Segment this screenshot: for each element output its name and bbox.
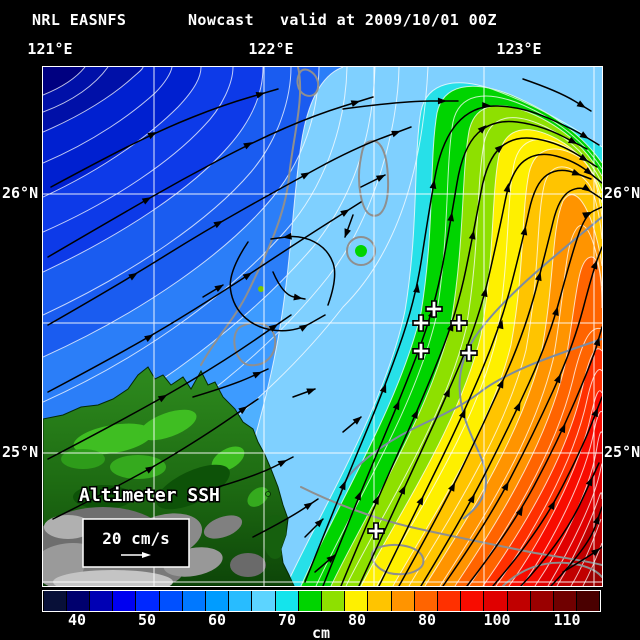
vector-scale-box <box>82 518 190 568</box>
cross-marker <box>367 522 385 540</box>
colorbar-segment <box>298 591 321 611</box>
cross-marker <box>460 344 478 362</box>
colorbar-segment <box>182 591 205 611</box>
scale-arrowhead <box>142 552 151 558</box>
altimeter-ssh-contours-dark <box>340 216 602 520</box>
lon-tick: 121°E <box>27 40 73 58</box>
colorbar-tick-label: 100 <box>483 611 511 629</box>
current-arrowheads <box>128 91 601 564</box>
colorbar-segment <box>368 591 391 611</box>
altimeter-ssh-contours <box>200 67 602 586</box>
colorbar-segment <box>437 591 461 611</box>
field-label: Altimeter SSH <box>79 485 220 506</box>
colorbar-tick-label: 40 <box>67 611 87 629</box>
current-streamlines <box>47 78 602 586</box>
colorbar-segment <box>43 591 66 611</box>
vector-scale-label: 20 cm/s <box>102 529 169 548</box>
model-ssh-contours <box>43 67 602 586</box>
lat-tick: 26°N <box>604 184 640 202</box>
colorbar <box>42 590 601 612</box>
colorbar-tick-label: 70 <box>277 611 297 629</box>
colorbar-tick-label: 50 <box>137 611 157 629</box>
colorbar-segment <box>275 591 298 611</box>
altimeter-markers <box>367 300 478 540</box>
product-name: Nowcast <box>188 11 255 29</box>
colorbar-segment <box>391 591 414 611</box>
model-name: NRL EASNFS <box>32 11 127 29</box>
colorbar-segment <box>66 591 89 611</box>
colorbar-segment <box>89 591 113 611</box>
cross-marker <box>425 300 443 318</box>
colorbar-segment <box>484 591 507 611</box>
colorbar-segment <box>414 591 437 611</box>
colorbar-segment <box>530 591 553 611</box>
colorbar-tick-label: 60 <box>207 611 227 629</box>
cross-marker <box>450 314 468 332</box>
colorbar-segment <box>461 591 484 611</box>
lat-tick: 25°N <box>2 443 39 461</box>
lat-tick: 25°N <box>604 443 640 461</box>
lon-tick: 122°E <box>248 40 294 58</box>
colorbar-tick-label: 80 <box>347 611 367 629</box>
map-panel: Altimeter SSH 20 cm/s <box>42 66 603 587</box>
lat-tick: 26°N <box>2 184 39 202</box>
colorbar-segment <box>229 591 252 611</box>
colorbar-segment <box>136 591 159 611</box>
colorbar-segment <box>205 591 229 611</box>
colorbar-segment <box>345 591 368 611</box>
colorbar-segment <box>507 591 530 611</box>
valid-time: valid at 2009/10/01 00Z <box>280 11 497 29</box>
lon-tick: 123°E <box>496 40 542 58</box>
graticule <box>43 67 602 586</box>
cross-marker <box>412 342 430 360</box>
colorbar-segment <box>113 591 136 611</box>
ssh-map: Altimeter SSH 20 cm/s <box>43 67 602 586</box>
colorbar-tick-label: 110 <box>553 611 581 629</box>
cross-marker <box>412 314 430 332</box>
colorbar-segment <box>577 591 600 611</box>
colorbar-segment <box>159 591 182 611</box>
colorbar-tick-label: 80 <box>417 611 437 629</box>
colorbar-unit: cm <box>311 624 331 640</box>
colorbar-segment <box>553 591 577 611</box>
colorbar-segment <box>252 591 275 611</box>
colorbar-segment <box>321 591 345 611</box>
map-overlay: Altimeter SSH 20 cm/s <box>78 484 221 568</box>
